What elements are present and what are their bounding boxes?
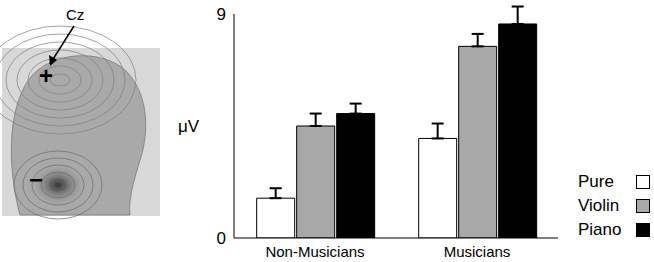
svg-text:Non-Musicians: Non-Musicians [265,243,364,260]
svg-text:0: 0 [217,229,226,248]
html-text:Piano: Piano [578,220,622,239]
svg-text:+: + [39,62,53,89]
svg-text:Cz: Cz [66,6,84,23]
html-text:Violin: Violin [578,196,620,215]
svg-text:μV: μV [178,117,200,136]
svg-text:Musicians: Musicians [444,243,511,260]
html-text:Pure: Pure [578,172,614,191]
svg-text:−: − [29,166,43,193]
svg-text:9: 9 [217,5,226,24]
